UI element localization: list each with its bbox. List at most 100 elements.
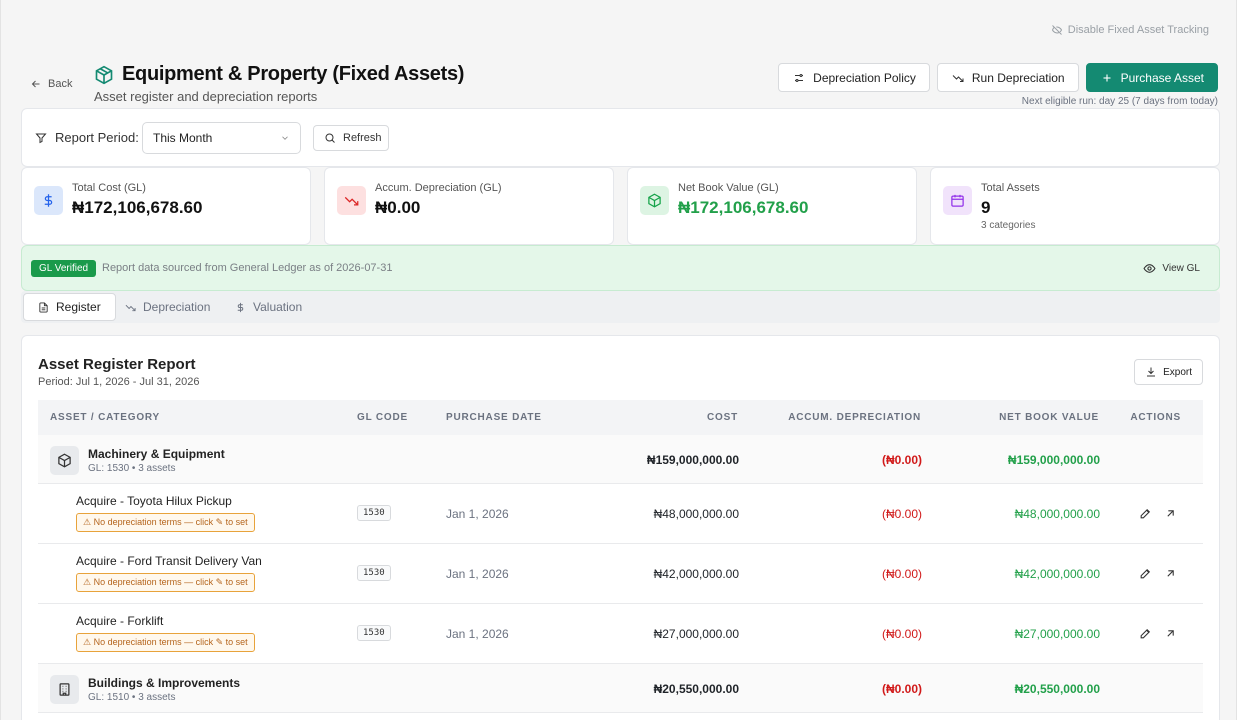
column-header: GL CODE — [357, 412, 408, 423]
category-meta: GL: 1530 • 3 assets — [88, 463, 176, 474]
package-icon — [640, 186, 669, 215]
category-cost: ₦159,000,000.00 — [646, 453, 739, 467]
category-cost: ₦20,550,000.00 — [653, 682, 739, 696]
stat-note: 3 categories — [981, 220, 1036, 231]
page-title: Equipment & Property (Fixed Assets) — [122, 63, 465, 85]
filter-icon — [35, 133, 47, 143]
column-header: COST — [707, 412, 738, 423]
stat-value: ₦172,106,678.60 — [678, 198, 809, 217]
stat-value: ₦0.00 — [375, 198, 421, 217]
table-row: Acquire - Toyota Hilux Pickup ⚠ No depre… — [38, 484, 1203, 544]
chevron-down-icon — [282, 136, 288, 140]
stat-label: Net Book Value (GL) — [678, 182, 779, 194]
asset-name: Acquire - Ford Transit Delivery Van — [76, 554, 262, 568]
open-external-icon[interactable] — [1162, 505, 1178, 521]
category-depreciation: (₦0.00) — [881, 682, 922, 696]
gl-code: 1530 — [357, 505, 391, 521]
edit-icon[interactable] — [1137, 505, 1153, 521]
period-label-text: Report Period: — [55, 130, 139, 145]
category-name: Machinery & Equipment — [88, 447, 225, 461]
search-icon — [325, 133, 335, 143]
stat-label: Total Cost (GL) — [72, 182, 146, 194]
stat-total-assets: Total Assets 9 3 categories — [930, 167, 1220, 245]
gl-verified-banner: GL Verified Report data sourced from Gen… — [21, 245, 1220, 291]
category-depreciation: (₦0.00) — [881, 453, 922, 467]
disable-tracking-link[interactable]: Disable Fixed Asset Tracking — [1051, 24, 1209, 36]
purchase-asset-button[interactable]: Purchase Asset — [1085, 63, 1218, 92]
asset-register-report: Asset Register Report Period: Jul 1, 202… — [21, 335, 1220, 720]
tab-valuation[interactable]: Valuation — [221, 293, 316, 321]
depreciation-policy-button[interactable]: Depreciation Policy — [778, 63, 930, 92]
purchase-asset-label: Purchase Asset — [1120, 70, 1204, 85]
refresh-button[interactable]: Refresh — [313, 125, 389, 151]
header-actions: Depreciation Policy Run Depreciation Pur… — [778, 63, 1218, 92]
table-row: Acquire - Ford Transit Delivery Van ⚠ No… — [38, 544, 1203, 604]
stat-accum-depreciation: Accum. Depreciation (GL) ₦0.00 — [324, 167, 614, 245]
next-run-note: Next eligible run: day 25 (7 days from t… — [1021, 96, 1218, 107]
asset-nbv: ₦27,000,000.00 — [1014, 627, 1100, 641]
stat-total-cost: Total Cost (GL) ₦172,106,678.60 — [21, 167, 311, 245]
column-header: NET BOOK VALUE — [999, 412, 1099, 423]
trending-down-icon — [337, 186, 366, 215]
period-select[interactable]: This Month — [142, 122, 301, 154]
trending-down-icon — [952, 74, 964, 82]
stat-net-book-value: Net Book Value (GL) ₦172,106,678.60 — [627, 167, 917, 245]
tab-register-label: Register — [56, 300, 101, 314]
stat-label: Accum. Depreciation (GL) — [375, 182, 502, 194]
report-period: Period: Jul 1, 2026 - Jul 31, 2026 — [38, 376, 200, 388]
report-tabs: Register Depreciation Valuation — [21, 291, 1220, 323]
edit-icon[interactable] — [1137, 625, 1153, 641]
asset-cost: ₦42,000,000.00 — [653, 567, 739, 581]
depreciation-warning[interactable]: ⚠ No depreciation terms — click ✎ to set — [76, 633, 255, 652]
package-icon — [50, 446, 79, 475]
refresh-label: Refresh — [343, 132, 382, 144]
asset-nbv: ₦48,000,000.00 — [1014, 507, 1100, 521]
open-external-icon[interactable] — [1162, 625, 1178, 641]
asset-cost: ₦27,000,000.00 — [653, 627, 739, 641]
asset-depreciation: (₦0.00) — [881, 627, 922, 641]
asset-cost: ₦48,000,000.00 — [653, 507, 739, 521]
stat-label: Total Assets — [981, 182, 1040, 194]
edit-icon[interactable] — [1137, 565, 1153, 581]
run-depreciation-label: Run Depreciation — [971, 70, 1065, 85]
category-nbv: ₦159,000,000.00 — [1007, 453, 1100, 467]
report-title: Asset Register Report — [38, 356, 196, 373]
table-header: ASSET / CATEGORY GL CODE PURCHASE DATE C… — [38, 400, 1203, 435]
package-icon — [95, 65, 113, 84]
gl-verified-badge: GL Verified — [31, 260, 97, 277]
disable-tracking-label: Disable Fixed Asset Tracking — [1067, 24, 1209, 36]
period-select-value: This Month — [153, 131, 213, 145]
asset-name: Acquire - Forklift — [76, 614, 164, 628]
page-heading: Equipment & Property (Fixed Assets) Asse… — [94, 63, 464, 104]
gl-code: 1530 — [357, 565, 391, 581]
column-header: PURCHASE DATE — [446, 412, 542, 423]
open-external-icon[interactable] — [1162, 565, 1178, 581]
tab-depreciation[interactable]: Depreciation — [111, 293, 224, 321]
asset-table: ASSET / CATEGORY GL CODE PURCHASE DATE C… — [38, 400, 1203, 713]
purchase-date: Jan 1, 2026 — [446, 627, 509, 641]
stat-value: ₦172,106,678.60 — [72, 198, 203, 217]
depreciation-policy-label: Depreciation Policy — [813, 70, 916, 85]
sliders-icon — [795, 73, 804, 82]
purchase-date: Jan 1, 2026 — [446, 507, 509, 521]
stats-row: Total Cost (GL) ₦172,106,678.60 Accum. D… — [21, 167, 1220, 245]
asset-nbv: ₦42,000,000.00 — [1014, 567, 1100, 581]
category-row[interactable]: Buildings & Improvements GL: 1510 • 3 as… — [38, 664, 1203, 713]
back-button[interactable]: Back — [30, 78, 72, 90]
report-period-bar: Report Period: This Month Refresh — [21, 108, 1220, 167]
depreciation-warning[interactable]: ⚠ No depreciation terms — click ✎ to set — [76, 573, 255, 592]
back-label: Back — [48, 78, 73, 90]
eye-icon — [1143, 264, 1156, 273]
table-row: Acquire - Forklift ⚠ No depreciation ter… — [38, 604, 1203, 664]
category-row[interactable]: Machinery & Equipment GL: 1530 • 3 asset… — [38, 435, 1203, 484]
run-depreciation-button[interactable]: Run Depreciation — [936, 63, 1079, 92]
eye-off-icon — [1051, 25, 1062, 35]
view-gl-button[interactable]: View GL — [1143, 262, 1200, 275]
export-button[interactable]: Export — [1134, 359, 1203, 385]
dollar-icon — [34, 186, 63, 215]
depreciation-warning[interactable]: ⚠ No depreciation terms — click ✎ to set — [76, 513, 255, 532]
gl-source-text: Report data sourced from General Ledger … — [102, 262, 393, 274]
category-nbv: ₦20,550,000.00 — [1014, 682, 1100, 696]
tab-register[interactable]: Register — [23, 293, 116, 321]
